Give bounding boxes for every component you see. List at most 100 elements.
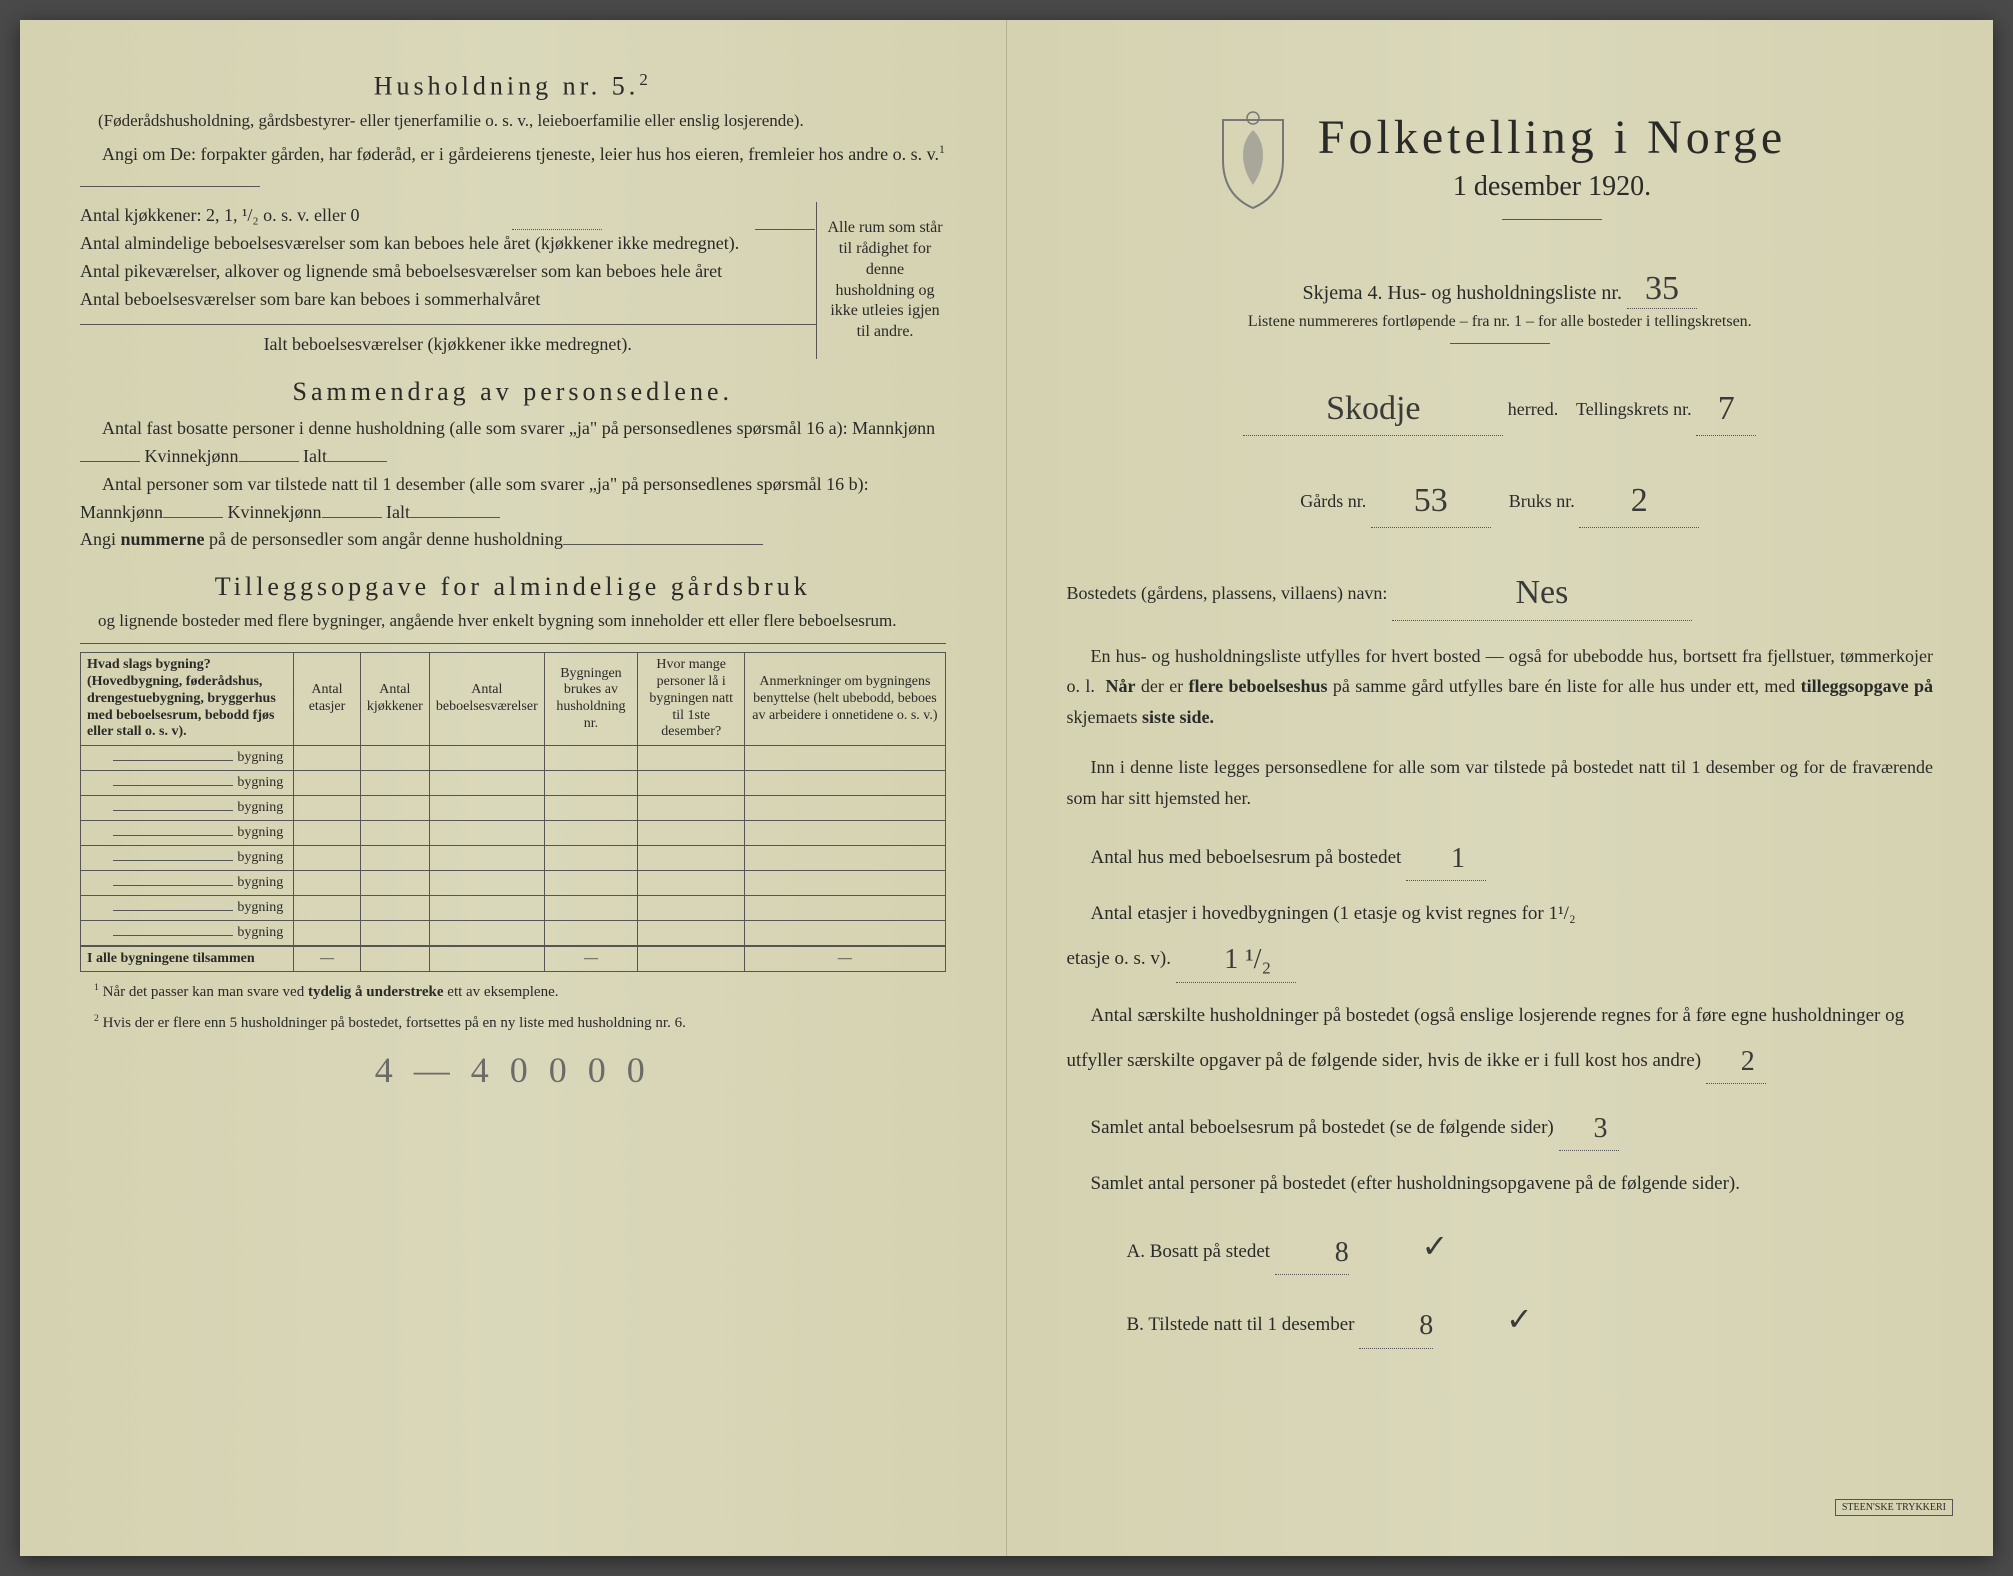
- table-row: bygning: [81, 746, 946, 771]
- th-0: Hvad slags bygning? (Hovedbygning, føder…: [81, 653, 294, 746]
- qA-hw: 8: [1335, 1237, 1349, 1268]
- s2b-text: Kvinnekjønn: [228, 502, 322, 522]
- table-total-row: I alle bygningene tilsammen — — —: [81, 946, 946, 972]
- blank: [113, 860, 233, 861]
- row-suffix: bygning: [233, 925, 283, 940]
- th-1: Antal etasjer: [294, 653, 361, 746]
- header-block: Folketelling i Norge 1 desember 1920.: [1067, 110, 1934, 240]
- s1b-text: Kvinnekjønn: [145, 446, 239, 466]
- qA-row: A. Bosatt på stedet 8 ✓: [1067, 1218, 1934, 1276]
- tillegg-sub: og lignende bosteder med flere bygninger…: [80, 610, 946, 633]
- dash: —: [294, 946, 361, 972]
- qB-row: B. Tilstede natt til 1 desember 8 ✓: [1067, 1291, 1934, 1349]
- coat-of-arms-icon: [1213, 110, 1293, 210]
- foot2-text: Hvis der er flere enn 5 husholdninger på…: [103, 1015, 686, 1031]
- angi-line: Angi om De: forpakter gården, har føderå…: [80, 141, 946, 197]
- title-rule: [1502, 219, 1602, 220]
- q2b-label: etasje o. s. v).: [1067, 948, 1171, 969]
- divider: [80, 324, 816, 325]
- qB-label: B. Tilstede natt til 1 desember: [1127, 1314, 1355, 1335]
- foot1-bold: tydelig å understreke: [308, 984, 444, 1000]
- th-4: Bygningen brukes av husholdning nr.: [544, 653, 637, 746]
- shield-svg: [1213, 110, 1293, 210]
- q2-row: Antal etasjer i hovedbygningen (1 etasje…: [1067, 897, 1934, 983]
- blank: [113, 885, 233, 886]
- divider: [1450, 343, 1550, 344]
- gards-row: Gårds nr. 53 Bruks nr. 2: [1067, 466, 1934, 528]
- row-suffix: bygning: [233, 850, 283, 865]
- blank: [755, 202, 815, 230]
- q1-label: Antal hus med beboelsesrum på bostedet: [1091, 847, 1402, 868]
- herred-value: Skodje: [1243, 374, 1503, 436]
- heading-text: Husholdning nr. 5.: [374, 72, 640, 101]
- q1-hw: 1: [1451, 843, 1465, 874]
- table-row: bygning: [81, 771, 946, 796]
- brace-text: Alle rum som står til rådighet for denne…: [816, 202, 946, 358]
- table-row: bygning: [81, 846, 946, 871]
- title-block: Folketelling i Norge 1 desember 1920.: [1318, 110, 1786, 240]
- row-suffix: bygning: [233, 900, 283, 915]
- row-suffix: bygning: [233, 800, 283, 815]
- table-row: bygning: [81, 821, 946, 846]
- blank: [80, 461, 140, 462]
- blank: [327, 461, 387, 462]
- blank: [113, 835, 233, 836]
- dash: —: [745, 946, 945, 972]
- q4-value: 3: [1559, 1100, 1619, 1151]
- gards-value: 53: [1371, 466, 1491, 528]
- s1c-text: Ialt: [303, 446, 327, 466]
- q4-hw: 3: [1594, 1113, 1608, 1144]
- s1-text: Antal fast bosatte personer i denne hush…: [102, 418, 935, 438]
- qB-value: 8: [1359, 1297, 1433, 1348]
- q1-row: Antal hus med beboelsesrum på bostedet 1: [1067, 830, 1934, 881]
- check-icon: ✓: [1446, 1291, 1533, 1349]
- th-6: Anmerkninger om bygningens benyttelse (h…: [745, 653, 945, 746]
- check-icon: ✓: [1362, 1218, 1449, 1276]
- schema-note: Listene nummereres fortløpende – fra nr.…: [1067, 313, 1934, 331]
- sub-title: 1 desember 1920.: [1318, 171, 1786, 203]
- para-2: Inn i denne liste legges personsedlene f…: [1067, 752, 1934, 813]
- sammendrag-title: Sammendrag av personsedlene.: [80, 377, 946, 407]
- q3-value: 2: [1706, 1033, 1766, 1084]
- q1-value: 1: [1406, 830, 1486, 881]
- gards-label: Gårds nr.: [1300, 491, 1366, 511]
- blank: [113, 810, 233, 811]
- q3-label: Antal særskilte husholdninger på bostede…: [1067, 1005, 1905, 1071]
- angi-blank: [80, 186, 260, 187]
- sammendrag-line-1: Antal fast bosatte personer i denne hush…: [80, 415, 946, 471]
- herred-hw: Skodje: [1326, 390, 1420, 427]
- table-head: Hvad slags bygning? (Hovedbygning, føder…: [81, 653, 946, 746]
- total-label: I alle bygningene tilsammen: [81, 946, 294, 972]
- schema-label: Skjema 4. Hus- og husholdningsliste nr.: [1303, 282, 1622, 304]
- bruks-hw: 2: [1631, 482, 1648, 519]
- q4-label: Samlet antal beboelsesrum på bostedet (s…: [1091, 1117, 1554, 1138]
- herred-row: Skodje herred. Tellingskrets nr. 7: [1067, 374, 1934, 436]
- q5-row: Samlet antal personer på bostedet (efter…: [1067, 1167, 1934, 1201]
- qA-label: A. Bosatt på stedet: [1127, 1241, 1271, 1262]
- footnote-2: 2 Hvis der er flere enn 5 husholdninger …: [80, 1013, 946, 1034]
- bruks-label: Bruks nr.: [1509, 491, 1575, 511]
- para-1: En hus- og husholdningsliste utfylles fo…: [1067, 641, 1934, 733]
- document-spread: Husholdning nr. 5. 2 (Føderådshusholdning…: [20, 20, 1993, 1556]
- qA-value: 8: [1275, 1224, 1349, 1275]
- th-5: Hvor mange personer lå i bygningen natt …: [638, 653, 745, 746]
- blank: [239, 461, 299, 462]
- tillegg-title: Tilleggsopgave for almindelige gårdsbruk: [80, 572, 946, 602]
- row-suffix: bygning: [233, 775, 283, 790]
- bosted-label: Bostedets (gårdens, plassens, villaens) …: [1067, 583, 1388, 603]
- kitchens-row: Antal kjøkkener: 2, 1, ¹/₂ o. s. v. elle…: [80, 202, 816, 230]
- rooms-block: Antal kjøkkener: 2, 1, ¹/₂ o. s. v. elle…: [80, 202, 946, 358]
- bosted-hw: Nes: [1515, 574, 1568, 611]
- sammendrag-line-2: Antal personer som var tilstede natt til…: [80, 471, 946, 527]
- qB-hw: 8: [1419, 1310, 1433, 1341]
- blank: [163, 517, 223, 518]
- q3-row: Antal særskilte husholdninger på bostede…: [1067, 999, 1934, 1085]
- blank: [113, 910, 233, 911]
- krets-hw: 7: [1718, 390, 1735, 427]
- table-body: bygning bygning bygning bygning bygning …: [81, 746, 946, 972]
- blank: [410, 517, 500, 518]
- right-page: Folketelling i Norge 1 desember 1920. Sk…: [1007, 20, 1994, 1556]
- dots: [512, 202, 602, 230]
- note-household-5: (Føderådshusholdning, gårdsbestyrer- ell…: [80, 110, 946, 133]
- angi-sup: 1: [939, 143, 945, 156]
